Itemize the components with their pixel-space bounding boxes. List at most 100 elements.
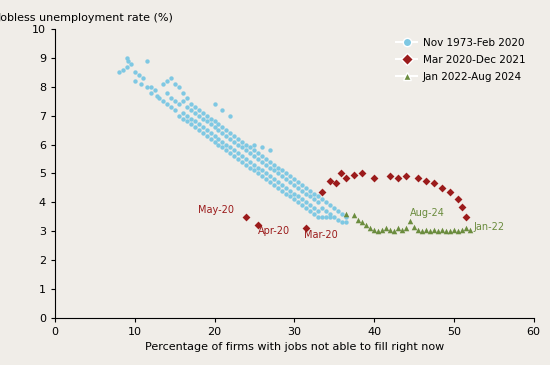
Point bbox=[338, 219, 346, 225]
Point bbox=[294, 179, 302, 185]
Point bbox=[214, 136, 223, 142]
Point bbox=[314, 214, 322, 219]
Point bbox=[202, 119, 211, 124]
Point bbox=[222, 147, 231, 153]
Point bbox=[386, 227, 394, 233]
Point bbox=[206, 136, 215, 142]
Point bbox=[342, 214, 350, 219]
Point bbox=[162, 78, 171, 84]
Point bbox=[226, 136, 235, 142]
Point bbox=[290, 191, 299, 196]
Point bbox=[298, 202, 307, 208]
Point bbox=[274, 179, 283, 185]
Point bbox=[218, 145, 227, 150]
Point bbox=[461, 214, 470, 219]
Point bbox=[457, 204, 466, 210]
Point bbox=[198, 130, 207, 136]
Point bbox=[254, 222, 263, 228]
Point bbox=[446, 228, 454, 234]
Point bbox=[389, 228, 398, 234]
Point bbox=[218, 124, 227, 130]
Point bbox=[405, 218, 414, 224]
Point bbox=[322, 208, 331, 214]
Point bbox=[246, 150, 255, 156]
Point bbox=[302, 191, 311, 196]
Point bbox=[334, 216, 343, 222]
Point bbox=[214, 127, 223, 133]
Point bbox=[202, 127, 211, 133]
Point bbox=[302, 205, 311, 211]
Point bbox=[278, 173, 287, 179]
Point bbox=[158, 98, 167, 104]
Point bbox=[210, 119, 219, 124]
Point bbox=[342, 211, 350, 217]
Point bbox=[258, 159, 267, 165]
Point bbox=[238, 153, 247, 159]
Point bbox=[282, 191, 290, 196]
Point bbox=[294, 185, 302, 191]
Point bbox=[382, 225, 390, 231]
Point bbox=[214, 142, 223, 147]
Point bbox=[114, 69, 123, 76]
Point bbox=[206, 122, 215, 127]
Point bbox=[234, 136, 243, 142]
Point bbox=[306, 208, 315, 214]
Point bbox=[278, 188, 287, 193]
Point bbox=[178, 110, 187, 116]
Point bbox=[234, 142, 243, 147]
Point bbox=[194, 113, 203, 119]
Point bbox=[338, 211, 346, 217]
Point bbox=[266, 173, 275, 179]
Point bbox=[377, 227, 386, 233]
Point bbox=[331, 181, 340, 187]
Point bbox=[318, 189, 327, 195]
Point bbox=[178, 116, 187, 122]
Point bbox=[366, 225, 375, 231]
Point bbox=[210, 124, 219, 130]
Point bbox=[242, 156, 251, 162]
Point bbox=[137, 81, 146, 87]
Text: Aug-24: Aug-24 bbox=[410, 208, 445, 218]
Point bbox=[258, 145, 267, 150]
Point bbox=[282, 176, 290, 182]
Point bbox=[126, 61, 135, 67]
Point bbox=[373, 228, 382, 234]
Point bbox=[290, 176, 299, 182]
Point bbox=[238, 139, 247, 145]
Point bbox=[226, 130, 235, 136]
Point bbox=[122, 64, 131, 70]
Point bbox=[282, 185, 290, 191]
Point bbox=[166, 96, 175, 101]
Point bbox=[457, 227, 466, 233]
Point bbox=[302, 225, 311, 231]
Point bbox=[210, 133, 219, 139]
Point bbox=[446, 189, 454, 195]
Point bbox=[330, 205, 339, 211]
Point bbox=[437, 227, 446, 233]
Point bbox=[170, 107, 179, 113]
Point bbox=[254, 165, 263, 170]
Point bbox=[330, 214, 339, 219]
Point bbox=[222, 133, 231, 139]
Point bbox=[154, 96, 163, 101]
Point bbox=[358, 170, 366, 176]
Point bbox=[441, 228, 450, 234]
Point bbox=[350, 212, 359, 218]
Point bbox=[370, 175, 378, 181]
Point bbox=[174, 113, 183, 119]
Point bbox=[250, 142, 259, 147]
Point bbox=[206, 116, 215, 122]
Point bbox=[394, 225, 403, 231]
Point bbox=[465, 227, 474, 233]
Point bbox=[409, 224, 418, 230]
Point bbox=[318, 196, 327, 202]
Point bbox=[318, 205, 327, 211]
Point bbox=[134, 72, 143, 78]
Point bbox=[386, 173, 394, 179]
Point bbox=[210, 139, 219, 145]
Point bbox=[190, 110, 199, 116]
Point bbox=[258, 168, 267, 173]
Point bbox=[398, 227, 406, 233]
Point bbox=[266, 179, 275, 185]
Point bbox=[310, 205, 318, 211]
